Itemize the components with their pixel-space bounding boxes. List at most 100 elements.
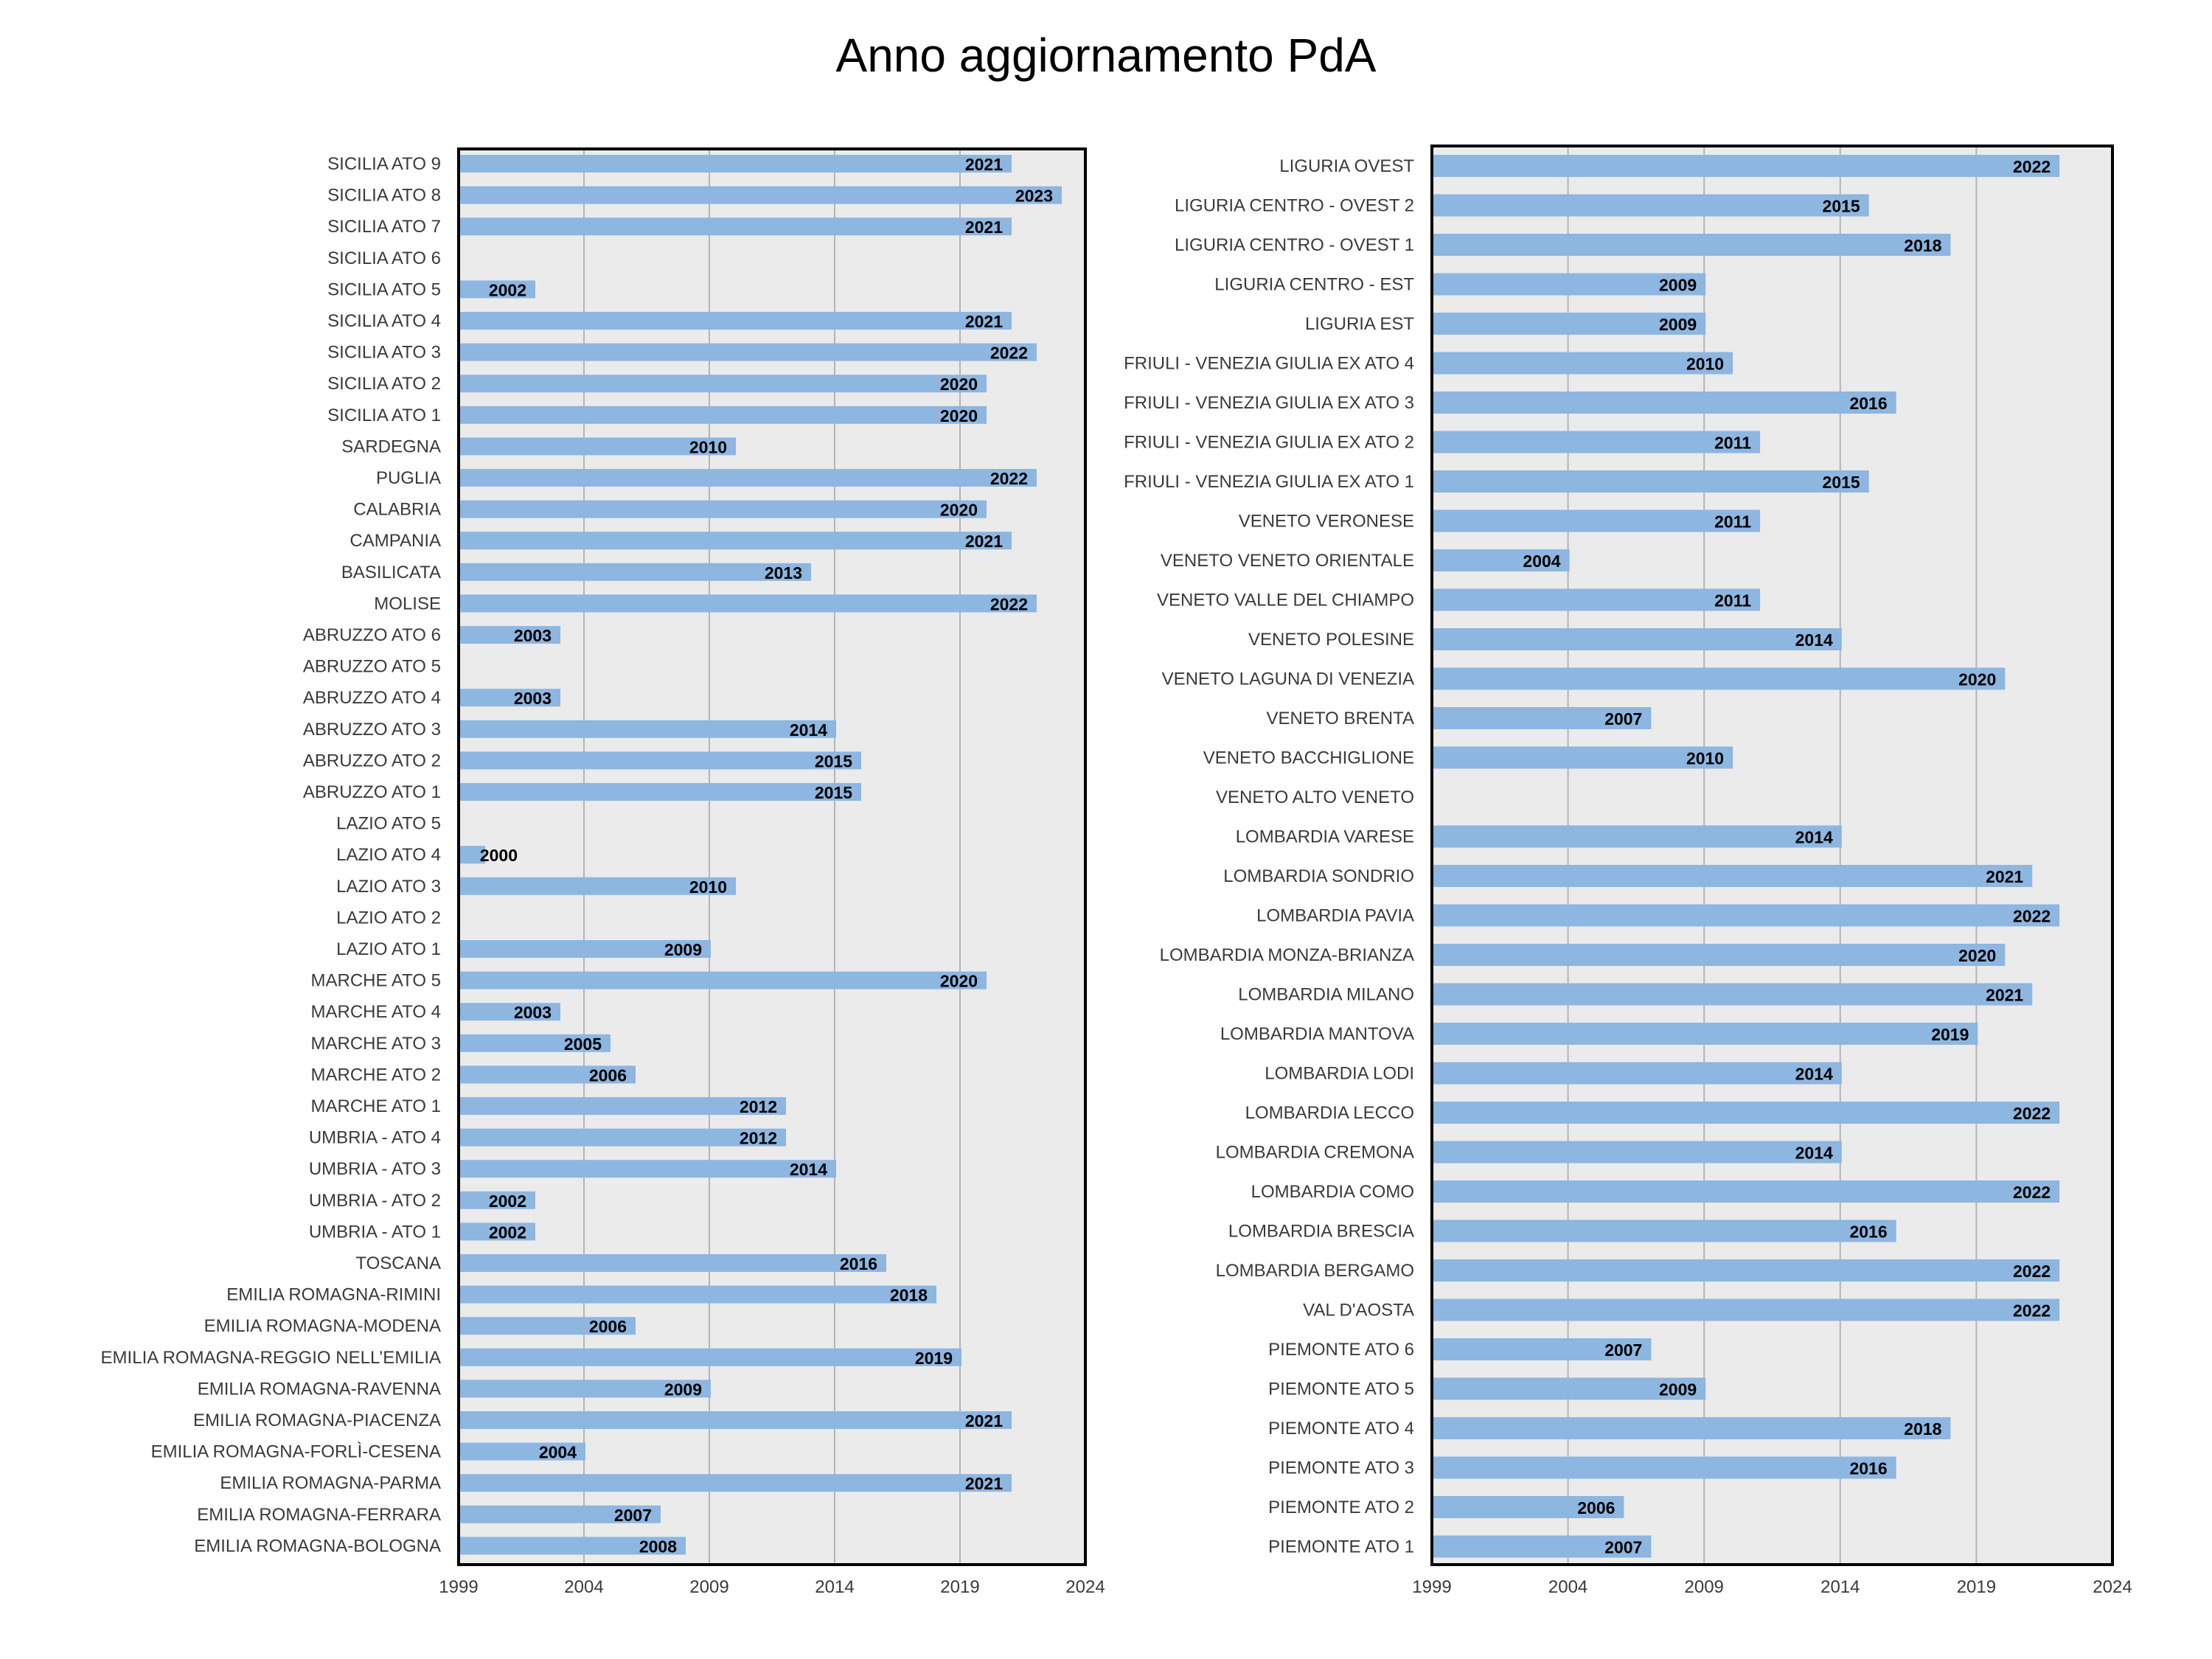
category-label: UMBRIA - ATO 2 <box>309 1191 441 1211</box>
bar-value-label: 2014 <box>1795 1144 1833 1163</box>
category-label: PIEMONTE ATO 2 <box>1268 1498 1414 1517</box>
bar-value-label: 2015 <box>815 751 852 771</box>
bar <box>460 1442 585 1461</box>
bar <box>460 1160 836 1178</box>
bar <box>1433 667 2006 690</box>
bar <box>460 1254 886 1272</box>
bar <box>1433 431 1761 453</box>
category-label: SICILIA ATO 5 <box>327 279 441 299</box>
bar-value-label: 2010 <box>1686 749 1724 768</box>
bar-value-label: 2015 <box>1823 197 1860 216</box>
category-label: ABRUZZO ATO 3 <box>303 720 441 740</box>
bar <box>1433 904 2060 927</box>
bar <box>460 1505 661 1523</box>
bar-value-label: 2021 <box>965 1474 1003 1493</box>
category-label: ABRUZZO ATO 1 <box>303 782 441 802</box>
category-label: LAZIO ATO 1 <box>336 939 441 959</box>
category-label: LAZIO ATO 5 <box>336 814 441 834</box>
category-label: EMILIA ROMAGNA-FERRARA <box>197 1505 441 1525</box>
x-tick-label: 2014 <box>815 1577 854 1597</box>
bar <box>460 469 1037 487</box>
category-label: SICILIA ATO 9 <box>327 154 441 174</box>
bar <box>1433 1496 1624 1518</box>
bar-value-label: 2011 <box>1714 434 1751 453</box>
bar <box>460 1097 786 1115</box>
bar-value-label: 2022 <box>2013 1183 2051 1202</box>
bar-value-label: 2022 <box>2013 157 2051 176</box>
category-label: LOMBARDIA MANTOVA <box>1220 1024 1414 1044</box>
category-label: EMILIA ROMAGNA-RAVENNA <box>198 1379 441 1399</box>
category-label: VENETO BACCHIGLIONE <box>1203 748 1414 768</box>
bar <box>1433 1141 1842 1164</box>
bar <box>1433 1220 1896 1242</box>
bar <box>460 186 1062 204</box>
bar <box>1433 983 2033 1006</box>
category-label: ABRUZZO ATO 4 <box>303 688 441 708</box>
bar-value-label: 2004 <box>1523 552 1560 571</box>
bar-value-label: 2012 <box>740 1129 777 1148</box>
x-tick-label: 2019 <box>1957 1577 1996 1597</box>
bar <box>1433 155 2060 177</box>
bar-value-label: 2016 <box>1849 1459 1887 1478</box>
bar <box>1433 352 1733 375</box>
bar <box>1433 1417 1951 1439</box>
bar <box>460 940 711 958</box>
bar <box>460 532 1012 550</box>
bar <box>1433 1535 1652 1558</box>
bar <box>460 218 1012 236</box>
x-tick-label: 1999 <box>439 1577 478 1597</box>
category-label: LOMBARDIA SONDRIO <box>1223 866 1414 886</box>
bar-value-label: 2021 <box>965 532 1003 551</box>
bar-value-label: 2020 <box>940 406 978 425</box>
bar <box>460 783 861 801</box>
bar-value-label: 2021 <box>1986 986 2023 1005</box>
bar <box>460 343 1037 361</box>
bar <box>1433 588 1761 611</box>
bar-value-label: 2002 <box>489 1192 526 1211</box>
plot-area <box>1430 145 2114 1566</box>
bar-value-label: 2009 <box>1659 1380 1697 1399</box>
bar-value-label: 2011 <box>1714 512 1751 532</box>
bar <box>1433 707 1652 729</box>
x-tick-label: 1999 <box>1412 1577 1451 1597</box>
category-label: VENETO BRENTA <box>1267 709 1414 728</box>
bar <box>460 1411 1012 1429</box>
category-label: LOMBARDIA COMO <box>1251 1182 1414 1202</box>
bar <box>460 1537 686 1555</box>
category-label: LOMBARDIA PAVIA <box>1256 906 1414 926</box>
bar <box>460 1065 636 1084</box>
category-label: LIGURIA EST <box>1305 314 1414 334</box>
bar <box>460 500 987 518</box>
category-label: VENETO ALTO VENETO <box>1216 787 1414 807</box>
bar-value-label: 2016 <box>1849 1222 1887 1242</box>
bar-value-label: 2021 <box>965 218 1003 237</box>
category-label: ABRUZZO ATO 6 <box>303 625 441 645</box>
bar-value-label: 2014 <box>790 1160 827 1179</box>
category-label: FRIULI - VENEZIA GIULIA EX ATO 4 <box>1124 354 1414 374</box>
bar <box>1433 194 1869 217</box>
bar <box>460 846 485 864</box>
bar-value-label: 2020 <box>940 375 978 394</box>
category-label: LOMBARDIA VARESE <box>1236 827 1414 847</box>
bar <box>460 971 987 990</box>
category-label: SICILIA ATO 3 <box>327 343 441 363</box>
bar-value-label: 2020 <box>1958 946 1996 965</box>
category-label: PIEMONTE ATO 3 <box>1268 1458 1414 1478</box>
category-label: LOMBARDIA LECCO <box>1245 1103 1414 1123</box>
bar-value-label: 2022 <box>990 344 1028 363</box>
category-label: MARCHE ATO 5 <box>311 971 441 991</box>
category-label: EMILIA ROMAGNA-REGGIO NELL’EMILIA <box>101 1348 441 1368</box>
category-label: EMILIA ROMAGNA-BOLOGNA <box>194 1536 441 1556</box>
bar <box>1433 1298 2060 1321</box>
category-label: UMBRIA - ATO 4 <box>309 1128 441 1148</box>
bar-value-label: 2015 <box>815 783 852 802</box>
bar-value-label: 2019 <box>915 1349 953 1368</box>
bar <box>460 1348 961 1366</box>
bar <box>1433 1259 2060 1281</box>
category-label: PIEMONTE ATO 6 <box>1268 1340 1414 1360</box>
category-label: LOMBARDIA MILANO <box>1238 985 1414 1005</box>
category-label: PUGLIA <box>376 468 441 488</box>
bar-value-label: 2021 <box>965 1411 1003 1430</box>
x-tick-label: 2024 <box>1065 1577 1105 1597</box>
